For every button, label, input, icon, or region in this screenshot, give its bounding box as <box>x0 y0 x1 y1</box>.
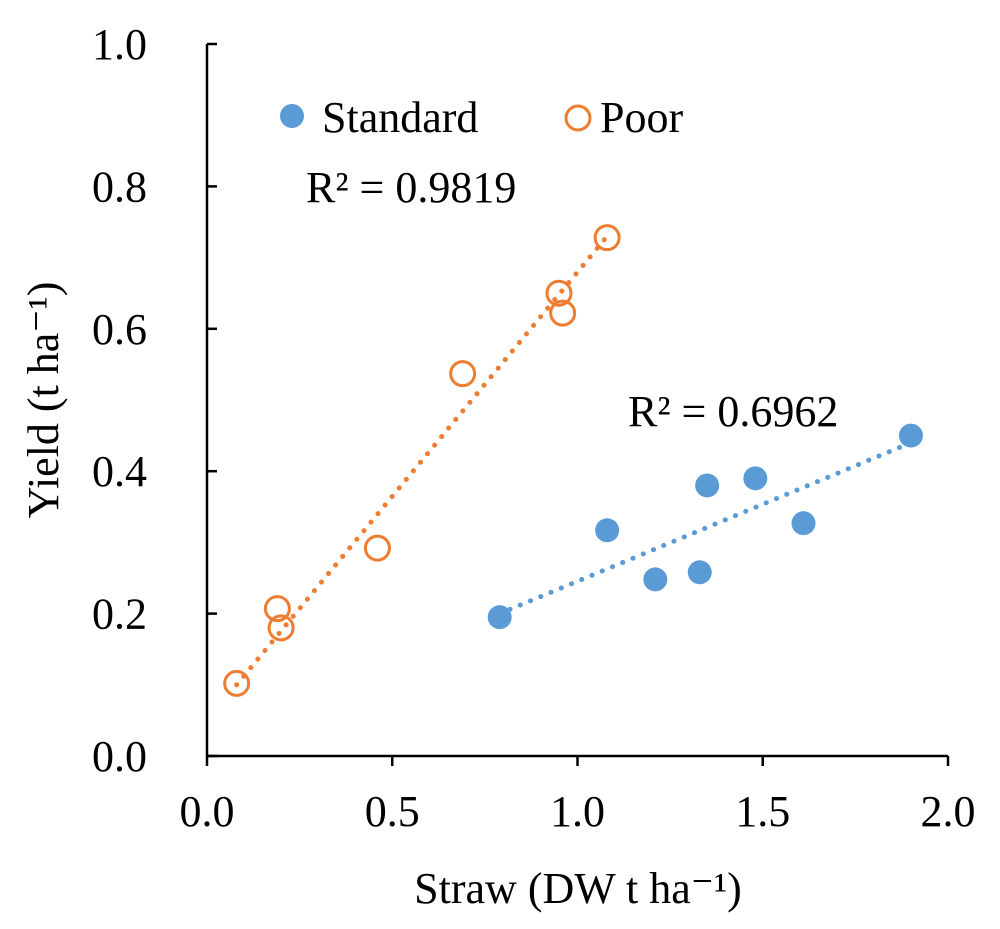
x-tick-label: 0.5 <box>365 787 420 836</box>
y-tick-label: 0.4 <box>92 447 147 496</box>
tick-labels: 0.0 0.5 1.0 1.5 2.0 0.0 0.2 0.4 0.6 0.8 1.0 <box>92 20 976 836</box>
legend: Standard Poor <box>280 93 683 142</box>
point-standard <box>595 518 620 543</box>
point-poor <box>549 299 577 327</box>
x-tick-label: 0.0 <box>180 787 235 836</box>
r2-label-poor: R² = 0.9819 <box>306 163 516 212</box>
y-axis-title: Yield (t ha⁻¹) <box>19 282 68 519</box>
x-tick-label: 1.0 <box>550 787 605 836</box>
legend-label-poor: Poor <box>600 93 683 142</box>
y-tick-label: 0.6 <box>92 305 147 354</box>
point-poor <box>363 534 391 562</box>
trendline-standard <box>497 440 914 617</box>
x-tick-label: 2.0 <box>921 787 976 836</box>
data-points <box>223 224 923 697</box>
point-standard <box>898 423 923 448</box>
point-poor <box>223 669 251 697</box>
r2-label-standard: R² = 0.6962 <box>628 387 838 436</box>
point-standard <box>743 466 768 491</box>
tick-marks <box>205 42 950 766</box>
y-tick-label: 0.2 <box>92 590 147 639</box>
point-standard <box>791 511 816 536</box>
point-poor <box>593 224 621 252</box>
y-tick-label: 0.0 <box>92 732 147 781</box>
legend-marker-standard <box>280 104 304 128</box>
x-axis-title: Straw (DW t ha⁻¹) <box>414 864 742 913</box>
point-standard <box>687 560 712 585</box>
point-poor <box>449 360 477 388</box>
x-tick-label: 1.5 <box>735 787 790 836</box>
y-tick-label: 1.0 <box>92 20 147 69</box>
trendline-poor <box>234 233 610 688</box>
trendlines <box>234 233 914 688</box>
point-standard <box>487 605 512 630</box>
legend-label-standard: Standard <box>322 93 478 142</box>
y-tick-label: 0.8 <box>92 162 147 211</box>
point-poor <box>267 614 295 642</box>
point-poor <box>545 279 573 307</box>
point-standard <box>643 567 668 592</box>
legend-marker-poor <box>564 104 592 132</box>
point-standard <box>695 473 720 498</box>
point-poor <box>263 595 291 623</box>
